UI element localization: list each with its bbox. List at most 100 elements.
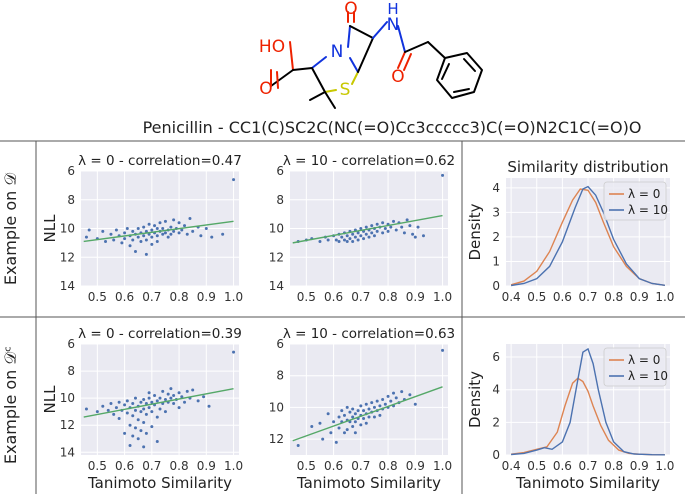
x-tick-label: 0.9	[197, 459, 216, 473]
scatter-point	[150, 410, 154, 414]
bond	[276, 71, 279, 89]
bond	[403, 53, 412, 71]
bond	[311, 56, 327, 69]
bond	[289, 41, 294, 71]
scatter-point	[147, 391, 151, 395]
bond	[270, 69, 294, 87]
density-panel-dc: 0.4 0.5 0.6 0.7 0.8 0.9 1.0 0 2 4 6 λ = 0 λ = 10 Dens…	[466, 344, 674, 492]
scatter-point	[161, 232, 165, 236]
x-tick-label: 0.5	[88, 290, 107, 304]
scatter-point	[112, 238, 116, 242]
scatter-panel-dc-lambda0: 0.5 0.6 0.7 0.8 0.9 1.0 6 8 10 12 14 λ = 0 - correl…	[41, 326, 243, 492]
scatter-point	[364, 402, 368, 406]
scatter-point	[408, 224, 412, 228]
x-tick-label: 0.5	[527, 459, 546, 473]
scatter-point	[351, 407, 355, 411]
scatter-point	[125, 411, 129, 415]
scatter-point	[318, 239, 322, 243]
scatter-point	[416, 225, 420, 229]
x-tick-label: 0.5	[88, 459, 107, 473]
y-tick-label: 10	[60, 222, 75, 236]
scatter-point	[386, 394, 390, 398]
scatter-point	[421, 234, 425, 238]
scatter-point	[163, 231, 167, 235]
x-tick-label: 0.6	[553, 459, 572, 473]
scatter-point	[372, 415, 376, 419]
x-axis-label: Tanimoto Similarity	[296, 474, 441, 492]
scatter-point	[326, 238, 330, 242]
scatter-point	[296, 443, 300, 447]
scatter-point	[136, 227, 140, 230]
scatter-point	[166, 392, 170, 396]
scatter-point	[378, 404, 382, 408]
x-tick-label: 1.0	[224, 459, 243, 473]
panel-title: Similarity distribution	[507, 158, 668, 176]
density-panel-d: 0.4 0.5 0.6 0.7 0.8 0.9 1.0 0 1 2 3 4 λ = 0 λ = 10 Sim…	[466, 158, 674, 304]
scatter-point	[185, 389, 189, 393]
scatter-point	[375, 222, 379, 226]
scatter-point	[326, 412, 330, 416]
scatter-point	[133, 396, 137, 400]
regression-line	[292, 386, 443, 442]
scatter-point	[169, 387, 173, 391]
scatter-point	[353, 420, 357, 424]
scatter-point	[392, 219, 396, 223]
scatter-point	[144, 412, 148, 416]
scatter-point	[163, 398, 167, 401]
density-line	[511, 347, 665, 456]
x-tick-label: 0.7	[142, 459, 161, 473]
scatter-point	[353, 431, 357, 435]
scatter-point	[112, 412, 116, 416]
scatter-point	[232, 350, 236, 354]
x-tick-label: 0.8	[170, 459, 189, 473]
grid-separators	[0, 140, 685, 494]
scatter-point	[321, 437, 325, 441]
x-tick-label: 0.8	[170, 290, 189, 304]
scatter-point	[413, 235, 417, 239]
scatter-point	[383, 402, 387, 406]
y-tick-label: 14	[60, 279, 75, 293]
scatter-point	[123, 231, 127, 235]
scatter-point	[144, 238, 148, 242]
x-tick-label: 0.9	[406, 459, 425, 473]
scatter-point	[147, 406, 151, 410]
scatter-point	[144, 229, 148, 233]
legend-label: λ = 10	[628, 369, 668, 383]
scatter-point	[375, 229, 379, 233]
x-tick-label: 0.8	[379, 290, 398, 304]
scatter-point	[158, 221, 162, 225]
scatter-point	[199, 234, 203, 238]
y-axis-label: Density	[466, 203, 484, 260]
scatter-point	[131, 229, 135, 233]
scatter-point	[400, 390, 404, 394]
bond	[349, 25, 374, 39]
scatter-point	[342, 413, 346, 417]
scatter-point	[155, 234, 159, 238]
scatter-point	[340, 409, 344, 413]
bond	[309, 91, 326, 101]
scatter-point	[389, 399, 393, 403]
y-tick-label: 14	[60, 445, 75, 459]
scatter-point	[345, 405, 349, 409]
scatter-point	[381, 221, 385, 225]
scatter-point	[383, 227, 387, 230]
scatter-point	[345, 239, 349, 243]
scatter-point	[413, 402, 417, 406]
x-tick-label: 0.5	[527, 290, 546, 304]
scatter-point	[221, 232, 225, 236]
bond	[372, 21, 388, 39]
scatter-point	[144, 402, 148, 406]
y-tick-label: 6	[67, 164, 75, 178]
y-tick-label: 8	[67, 193, 75, 207]
scatter-point	[120, 241, 124, 245]
scatter-point	[95, 410, 99, 414]
scatter-point	[185, 232, 189, 236]
bond	[404, 41, 429, 53]
scatter-point	[144, 431, 148, 435]
scatter-point	[172, 393, 176, 397]
scatter-point	[367, 407, 371, 411]
scatter-point	[172, 218, 176, 222]
scatter-point	[345, 428, 349, 432]
scatter-point	[136, 235, 140, 239]
scatter-point	[364, 225, 368, 229]
